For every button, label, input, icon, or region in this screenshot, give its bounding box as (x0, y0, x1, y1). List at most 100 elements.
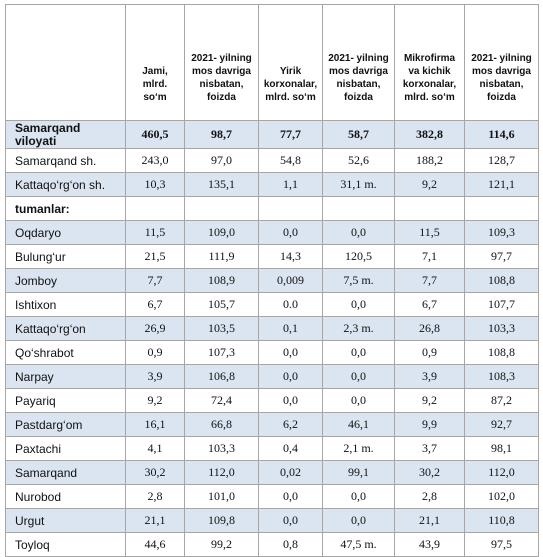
value-cell: 0,0 (322, 388, 395, 413)
value-cell: 111,9 (184, 244, 259, 269)
row-label: Oqdaryo (5, 220, 126, 245)
table-row: Jomboy 7,7 108,9 0,009 7,5 m. 7,7 108,8 (5, 268, 539, 293)
value-cell: 6,7 (394, 292, 465, 317)
header-row: Jami, mlrd. so‘m 2021- yilning mos davrig… (5, 4, 539, 121)
table-row: tumanlar: (5, 196, 539, 221)
value-cell: 14,3 (258, 244, 323, 269)
value-cell: 11,5 (394, 220, 465, 245)
row-label: Payariq (5, 388, 126, 413)
table-row: Narpay 3,9 106,8 0,0 0,0 3,9 108,3 (5, 364, 539, 389)
value-cell: 107,3 (184, 340, 259, 365)
value-cell: 66,8 (184, 412, 259, 437)
header-cell: Mikrofirma va kichik korxonalar, mlrd. s… (394, 4, 465, 121)
value-cell: 109,3 (464, 220, 539, 245)
value-cell: 106,8 (184, 364, 259, 389)
value-cell: 7,1 (394, 244, 465, 269)
value-cell: 43,9 (394, 532, 465, 557)
table-row: Samarqand 30,2 112,0 0,02 99,1 30,2 112,0 (5, 460, 539, 485)
value-cell: 0,9 (394, 340, 465, 365)
empty-cell (464, 196, 539, 221)
value-cell: 128,7 (464, 148, 539, 173)
value-cell: 0,0 (258, 220, 323, 245)
empty-cell (125, 196, 185, 221)
value-cell: 101,0 (184, 484, 259, 509)
value-cell: 0,0 (322, 484, 395, 509)
table-row: Samarqand viloyati 460,5 98,7 77,7 58,7 382,8… (5, 120, 539, 149)
value-cell: 382,8 (394, 120, 465, 149)
value-cell: 77,7 (258, 120, 323, 149)
value-cell: 188,2 (394, 148, 465, 173)
value-cell: 97,7 (464, 244, 539, 269)
value-cell: 0,4 (258, 436, 323, 461)
table-row: Pastdarg‘om 16,1 66,8 6,2 46,1 9,9 92,7 (5, 412, 539, 437)
value-cell: 0,02 (258, 460, 323, 485)
value-cell: 0,0 (258, 388, 323, 413)
value-cell: 3,7 (394, 436, 465, 461)
value-cell: 16,1 (125, 412, 185, 437)
value-cell: 92,7 (464, 412, 539, 437)
empty-cell (394, 196, 465, 221)
row-label: Pastdarg‘om (5, 412, 126, 437)
value-cell: 0,0 (322, 508, 395, 533)
data-table: Jami, mlrd. so‘m 2021- yilning mos davrig… (5, 4, 539, 557)
row-label: Nurobod (5, 484, 126, 509)
empty-cell (322, 196, 395, 221)
value-cell: 108,3 (464, 364, 539, 389)
value-cell: 97,5 (464, 532, 539, 557)
table-row: Nurobod 2,8 101,0 0,0 0,0 2,8 102,0 (5, 484, 539, 509)
value-cell: 108,8 (464, 268, 539, 293)
table-row: Oqdaryo 11,5 109,0 0,0 0,0 11,5 109,3 (5, 220, 539, 245)
value-cell: 30,2 (125, 460, 185, 485)
row-label: Samarqand sh. (5, 148, 126, 173)
value-cell: 112,0 (184, 460, 259, 485)
value-cell: 0,0 (322, 340, 395, 365)
value-cell: 87,2 (464, 388, 539, 413)
value-cell: 44,6 (125, 532, 185, 557)
value-cell: 108,8 (464, 340, 539, 365)
value-cell: 7,7 (394, 268, 465, 293)
value-cell: 114,6 (464, 120, 539, 149)
header-cell: 2021- yilning mos davriga nisbatan, foiz… (184, 4, 259, 121)
row-label: Narpay (5, 364, 126, 389)
value-cell: 243,0 (125, 148, 185, 173)
value-cell: 6,7 (125, 292, 185, 317)
table-row: Kattaqo‘rg‘on sh. 10,3 135,1 1,1 31,1 m. 9,2 1… (5, 172, 539, 197)
value-cell: 99,2 (184, 532, 259, 557)
value-cell: 120,5 (322, 244, 395, 269)
value-cell: 109,8 (184, 508, 259, 533)
header-cell: Yirik korxonalar, mlrd. so‘m (258, 4, 323, 121)
row-label: Qo‘shrabot (5, 340, 126, 365)
value-cell: 54,8 (258, 148, 323, 173)
value-cell: 135,1 (184, 172, 259, 197)
value-cell: 460,5 (125, 120, 185, 149)
value-cell: 26,8 (394, 316, 465, 341)
table-row: Qo‘shrabot 0,9 107,3 0,0 0,0 0,9 108,8 (5, 340, 539, 365)
value-cell: 109,0 (184, 220, 259, 245)
table-row: Kattaqo‘rg‘on 26,9 103,5 0,1 2,3 m. 26,8 103,3 (5, 316, 539, 341)
value-cell: 9,2 (125, 388, 185, 413)
value-cell: 11,5 (125, 220, 185, 245)
row-label: tumanlar: (5, 196, 126, 221)
row-label: Toyloq (5, 532, 126, 557)
row-label: Kattaqo‘rg‘on (5, 316, 126, 341)
value-cell: 0,9 (125, 340, 185, 365)
row-label: Urgut (5, 508, 126, 533)
page: Jami, mlrd. so‘m 2021- yilning mos davrig… (5, 4, 539, 557)
row-label: Kattaqo‘rg‘on sh. (5, 172, 126, 197)
value-cell: 110,8 (464, 508, 539, 533)
value-cell: 58,7 (322, 120, 395, 149)
header-cell: Jami, mlrd. so‘m (125, 4, 185, 121)
value-cell: 31,1 m. (322, 172, 395, 197)
value-cell: 4,1 (125, 436, 185, 461)
value-cell: 10,3 (125, 172, 185, 197)
table-row: Urgut 21,1 109,8 0,0 0,0 21,1 110,8 (5, 508, 539, 533)
table-row: Bulung‘ur 21,5 111,9 14,3 120,5 7,1 97,7 (5, 244, 539, 269)
value-cell: 2,3 m. (322, 316, 395, 341)
row-label: Bulung‘ur (5, 244, 126, 269)
value-cell: 103,3 (464, 316, 539, 341)
value-cell: 98,1 (464, 436, 539, 461)
value-cell: 0,0 (258, 508, 323, 533)
table-row: Ishtixon 6,7 105,7 0.0 0,0 6,7 107,7 (5, 292, 539, 317)
value-cell: 105,7 (184, 292, 259, 317)
value-cell: 2,1 m. (322, 436, 395, 461)
